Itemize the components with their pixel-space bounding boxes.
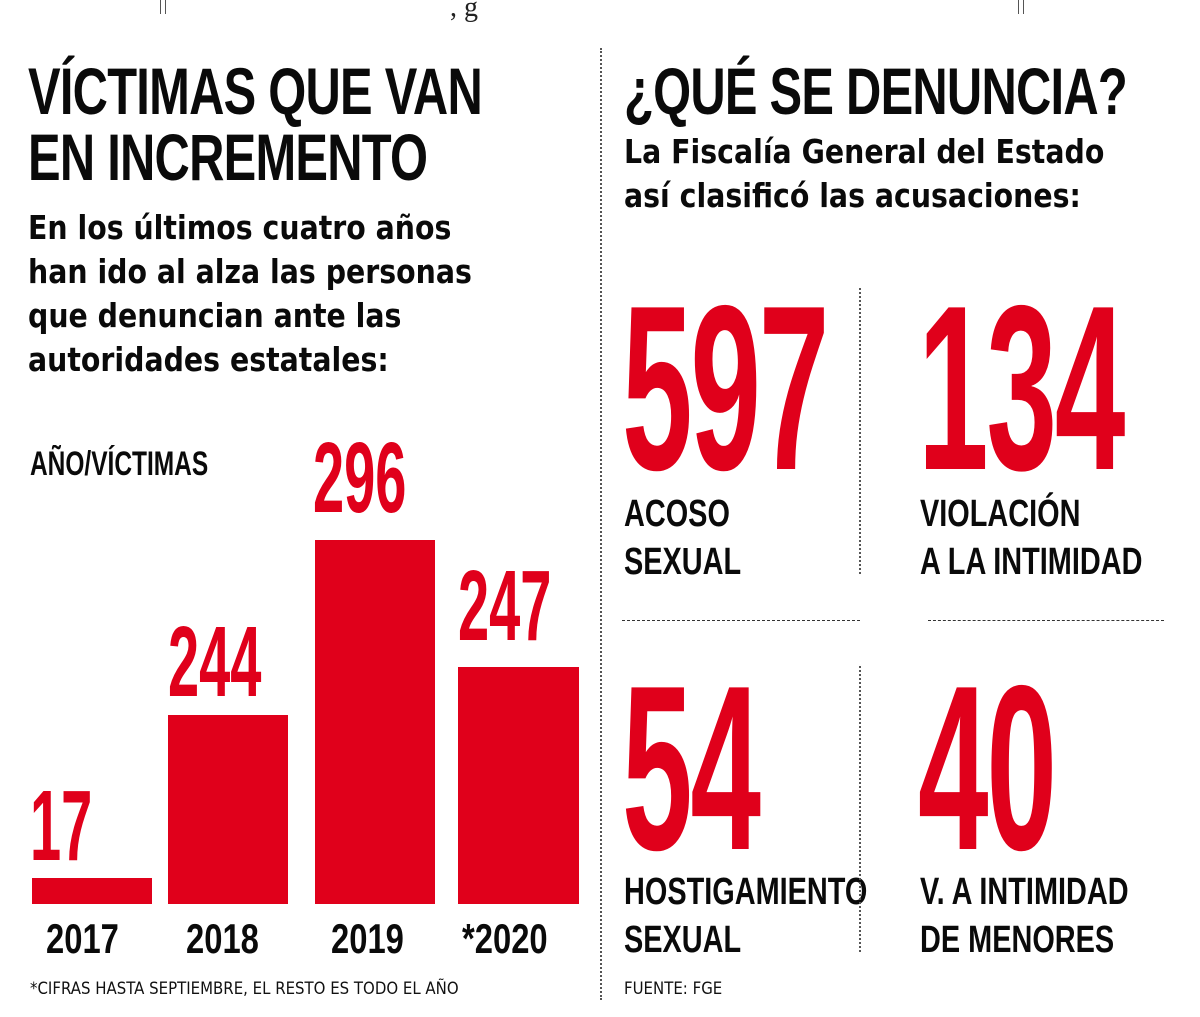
x-label-2019: 2019 bbox=[331, 918, 424, 960]
left-title-2: EN INCREMENTO bbox=[28, 124, 568, 190]
axis-label: AÑO/VÍCTIMAS bbox=[30, 446, 277, 482]
stat-label-menores-line-1: V. A INTIMIDAD bbox=[920, 871, 1129, 913]
left-title: VÍCTIMAS QUE VAN bbox=[28, 58, 641, 124]
stat-label-menores-line-2: DE MENORES bbox=[920, 919, 1115, 961]
left-subtitle-line-1: En los últimos cuatro años bbox=[28, 208, 452, 247]
row-divider-left bbox=[622, 620, 860, 621]
bar-2019 bbox=[315, 540, 435, 904]
right-title: ¿QUÉ SE DENUNCIA? bbox=[624, 58, 1200, 124]
stat-label-hostigamiento-line-1: HOSTIGAMIENTO bbox=[624, 871, 868, 913]
stat-label-hostigamiento-line-2: SEXUAL bbox=[624, 919, 742, 961]
stat-label-acoso-line-2: SEXUAL bbox=[624, 541, 742, 583]
left-subtitle: En los últimos cuatro años han ido al al… bbox=[28, 206, 544, 382]
stat-value-134-text: 134 bbox=[918, 256, 1125, 519]
left-subtitle-line-2: han ido al alza las personas bbox=[28, 252, 472, 291]
column-divider bbox=[600, 48, 602, 1000]
stat-value-40-text: 40 bbox=[918, 636, 1057, 899]
stat-divider-top bbox=[859, 288, 861, 574]
axis-label-text: AÑO/VÍCTIMAS bbox=[30, 445, 209, 483]
bar-2017 bbox=[32, 878, 152, 904]
left-title-line-2: EN INCREMENTO bbox=[28, 120, 428, 194]
footnote-text: *CIFRAS HASTA SEPTIEMBRE, EL RESTO ES TO… bbox=[30, 979, 459, 999]
bar-value-2018: 244 bbox=[168, 612, 335, 712]
top-column-rule-right bbox=[1018, 0, 1024, 14]
right-subtitle-line-1: La Fiscalía General del Estado bbox=[624, 132, 1105, 171]
x-label-2018: 2018 bbox=[186, 918, 279, 960]
top-column-rule-left bbox=[160, 0, 166, 14]
x-label-2019-text: 2019 bbox=[331, 915, 404, 962]
stat-value-134: 134 bbox=[918, 270, 1200, 505]
stat-label-hostigamiento: HOSTIGAMIENTO SEXUAL bbox=[624, 868, 944, 964]
source-note-text: FUENTE: FGE bbox=[624, 979, 723, 999]
x-label-2017-text: 2017 bbox=[46, 915, 119, 962]
bar-value-2018-text: 244 bbox=[168, 606, 262, 718]
x-label-2020-text: *2020 bbox=[462, 915, 548, 962]
stat-value-54-text: 54 bbox=[622, 636, 761, 899]
stat-value-597-text: 597 bbox=[622, 256, 829, 519]
stat-value-597: 597 bbox=[622, 270, 1002, 505]
stat-label-acoso-line-1: ACOSO bbox=[624, 493, 730, 535]
stat-label-acoso-sexual: ACOSO SEXUAL bbox=[624, 490, 778, 586]
bar-value-2020: 247 bbox=[458, 556, 625, 656]
bar-2020 bbox=[458, 667, 579, 904]
bar-value-2019: 296 bbox=[313, 428, 480, 528]
left-subtitle-line-4: autoridades estatales: bbox=[28, 340, 389, 379]
right-title-text: ¿QUÉ SE DENUNCIA? bbox=[624, 54, 1128, 128]
bar-value-2017-text: 17 bbox=[30, 770, 93, 882]
footnote: *CIFRAS HASTA SEPTIEMBRE, EL RESTO ES TO… bbox=[30, 979, 517, 999]
left-title-line-1: VÍCTIMAS QUE VAN bbox=[28, 54, 483, 128]
stat-label-menores: V. A INTIMIDAD DE MENORES bbox=[920, 868, 1194, 964]
x-label-2018-text: 2018 bbox=[186, 915, 259, 962]
x-label-2017: 2017 bbox=[46, 918, 139, 960]
right-subtitle-line-2: así clasificó las acusaciones: bbox=[624, 176, 1081, 215]
bar-value-2020-text: 247 bbox=[458, 550, 552, 662]
source-note: FUENTE: FGE bbox=[624, 979, 736, 999]
x-label-2020: *2020 bbox=[462, 918, 572, 960]
stat-divider-bottom bbox=[859, 666, 861, 952]
cropped-headline-fragment: , g bbox=[450, 0, 478, 23]
left-subtitle-line-3: que denuncian ante las bbox=[28, 296, 402, 335]
stat-value-40: 40 bbox=[918, 650, 1171, 885]
stat-label-violacion-line-2: A LA INTIMIDAD bbox=[920, 541, 1143, 583]
right-subtitle: La Fiscalía General del Estado así clasi… bbox=[624, 130, 1183, 218]
row-divider-right bbox=[928, 620, 1164, 621]
stat-value-54: 54 bbox=[622, 650, 875, 885]
bar-2018 bbox=[168, 715, 288, 904]
bar-value-2019-text: 296 bbox=[313, 422, 407, 534]
bar-value-2017: 17 bbox=[30, 776, 141, 876]
stat-label-violacion: VIOLACIÓN A LA INTIMIDAD bbox=[920, 490, 1200, 586]
stat-label-violacion-line-1: VIOLACIÓN bbox=[920, 493, 1081, 535]
